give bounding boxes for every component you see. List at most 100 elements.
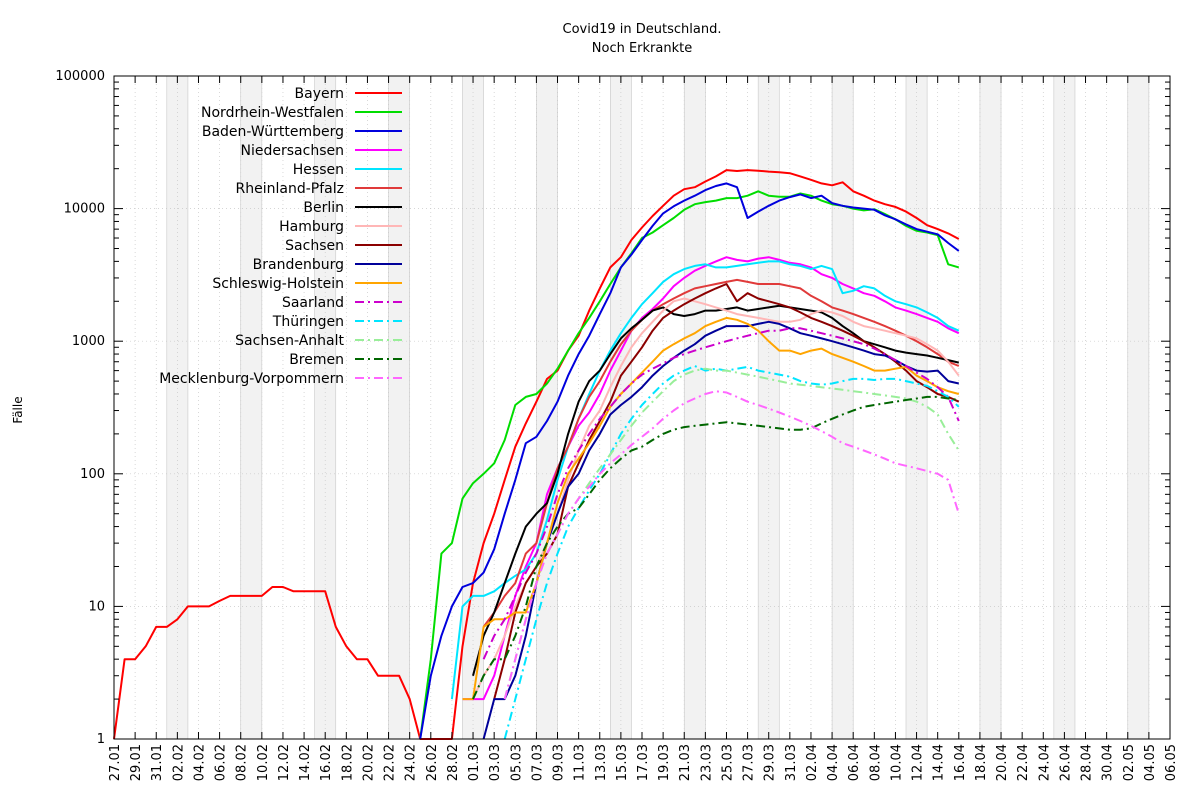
x-tick-label: 02.05	[1122, 744, 1137, 781]
weekend-band	[240, 75, 263, 740]
x-tick-label: 04.04	[826, 744, 841, 781]
grid	[113, 75, 1171, 740]
y-tick-label: 1000	[72, 334, 105, 349]
weekend-band	[905, 75, 928, 740]
weekend-band	[462, 75, 484, 740]
x-tick-label: 06.02	[214, 744, 229, 781]
legend-label: Brandenburg	[253, 257, 344, 273]
series-line	[482, 327, 960, 660]
legend-label: Schleswig-Holstein	[212, 276, 344, 292]
series-line	[113, 169, 960, 740]
y-tick-label: 100000	[55, 69, 105, 84]
legend-label: Mecklenburg-Vorpommern	[159, 371, 344, 387]
chart-subtitle: Noch Erkrankte	[592, 41, 692, 56]
legend-label: Baden-Württemberg	[202, 124, 344, 140]
x-tick-label: 21.03	[678, 744, 693, 781]
x-tick-label: 22.02	[383, 744, 398, 781]
x-tick-label: 24.04	[1037, 744, 1052, 781]
x-tick-label: 09.03	[552, 744, 567, 781]
x-tick-label: 08.02	[235, 744, 250, 781]
series-line	[493, 283, 960, 700]
x-tick-label: 15.03	[615, 744, 630, 781]
x-tick-label: 26.02	[425, 744, 440, 781]
x-tick-label: 28.04	[1080, 744, 1095, 781]
x-tick-label: 13.03	[594, 744, 609, 781]
weekend-band	[610, 75, 632, 740]
x-tick-label: 26.04	[1058, 744, 1073, 781]
legend-label: Hessen	[293, 162, 344, 178]
y-tick-label: 1	[97, 732, 105, 747]
x-tick-label: 08.04	[868, 744, 883, 781]
legend-label: Sachsen	[285, 238, 344, 254]
x-tick-label: 10.04	[889, 744, 904, 781]
x-tick-label: 06.04	[847, 744, 862, 781]
x-tick-label: 12.04	[911, 744, 926, 781]
series-line	[472, 304, 960, 676]
y-tick-label: 10	[88, 599, 105, 614]
weekend-bands	[166, 75, 1150, 740]
y-tick-label: 10000	[64, 202, 105, 217]
x-tick-label: 30.04	[1101, 744, 1116, 781]
weekend-band	[831, 75, 854, 740]
legend-label: Thüringen	[272, 314, 344, 330]
series-line	[419, 182, 960, 740]
chart-title: Covid19 in Deutschland.	[563, 22, 722, 37]
series-line	[503, 390, 960, 700]
legend-label: Hamburg	[279, 219, 344, 235]
legend-label: Niedersachsen	[241, 143, 344, 159]
legend-label: Berlin	[303, 200, 344, 216]
series-line	[503, 365, 960, 740]
series-line	[462, 316, 960, 701]
x-tick-label: 14.02	[298, 744, 313, 781]
x-tick-label: 12.02	[277, 744, 292, 781]
y-axis-label: Fälle	[11, 396, 25, 423]
legend-label: Sachsen-Anhalt	[235, 333, 344, 349]
legend-label: Bayern	[295, 86, 344, 102]
legend-label: Rheinland-Pfalz	[236, 181, 344, 197]
x-tick-label: 16.02	[319, 744, 334, 781]
weekend-band	[757, 75, 780, 740]
series-line	[472, 395, 959, 700]
x-tick-label: 29.03	[763, 744, 778, 781]
x-tick-label: 20.04	[995, 744, 1010, 781]
weekend-band	[388, 75, 410, 740]
x-tick-label: 11.03	[573, 744, 588, 781]
y-tick-label: 100	[80, 467, 105, 482]
x-tick-label: 29.01	[129, 744, 144, 781]
x-tick-label: 18.02	[340, 744, 355, 781]
weekend-band	[979, 75, 1002, 740]
x-tick-label: 16.04	[953, 744, 968, 781]
x-tick-label: 07.03	[530, 744, 545, 781]
x-tick-label: 31.01	[150, 744, 165, 781]
x-axis: 27.01 29.01 31.01 02.02 04.02 06.02 08.02 10.02…	[108, 76, 1179, 781]
x-tick-label: 03.03	[488, 744, 503, 781]
plot-frame	[113, 75, 1171, 740]
y-axis: 1 10 100 1000 10000 100000	[55, 69, 1170, 747]
series-group	[113, 169, 960, 740]
weekend-band	[683, 75, 706, 740]
x-tick-label: 25.03	[720, 744, 735, 781]
x-tick-label: 05.03	[509, 744, 524, 781]
x-tick-label: 06.05	[1164, 744, 1179, 781]
x-tick-label: 17.03	[636, 744, 651, 781]
x-tick-label: 31.03	[784, 744, 799, 781]
weekend-band	[1127, 75, 1150, 740]
x-tick-label: 02.04	[805, 744, 820, 781]
x-tick-label: 10.02	[256, 744, 271, 781]
x-tick-label: 23.03	[699, 744, 714, 781]
series-line	[482, 320, 960, 740]
legend-label: Nordrhein-Westfalen	[201, 105, 344, 121]
weekend-band	[1053, 75, 1076, 740]
x-tick-label: 04.05	[1143, 744, 1158, 781]
x-tick-label: 27.03	[742, 744, 757, 781]
x-tick-label: 04.02	[192, 744, 207, 781]
x-tick-label: 14.04	[932, 744, 947, 781]
series-line	[462, 256, 960, 701]
x-tick-label: 02.02	[171, 744, 186, 781]
x-tick-label: 28.02	[446, 744, 461, 781]
legend-label: Saarland	[282, 295, 344, 311]
x-tick-label: 27.01	[108, 744, 123, 781]
x-tick-label: 20.02	[361, 744, 376, 781]
legend: Bayern Nordrhein-Westfalen Baden-Württembe…	[159, 86, 402, 387]
